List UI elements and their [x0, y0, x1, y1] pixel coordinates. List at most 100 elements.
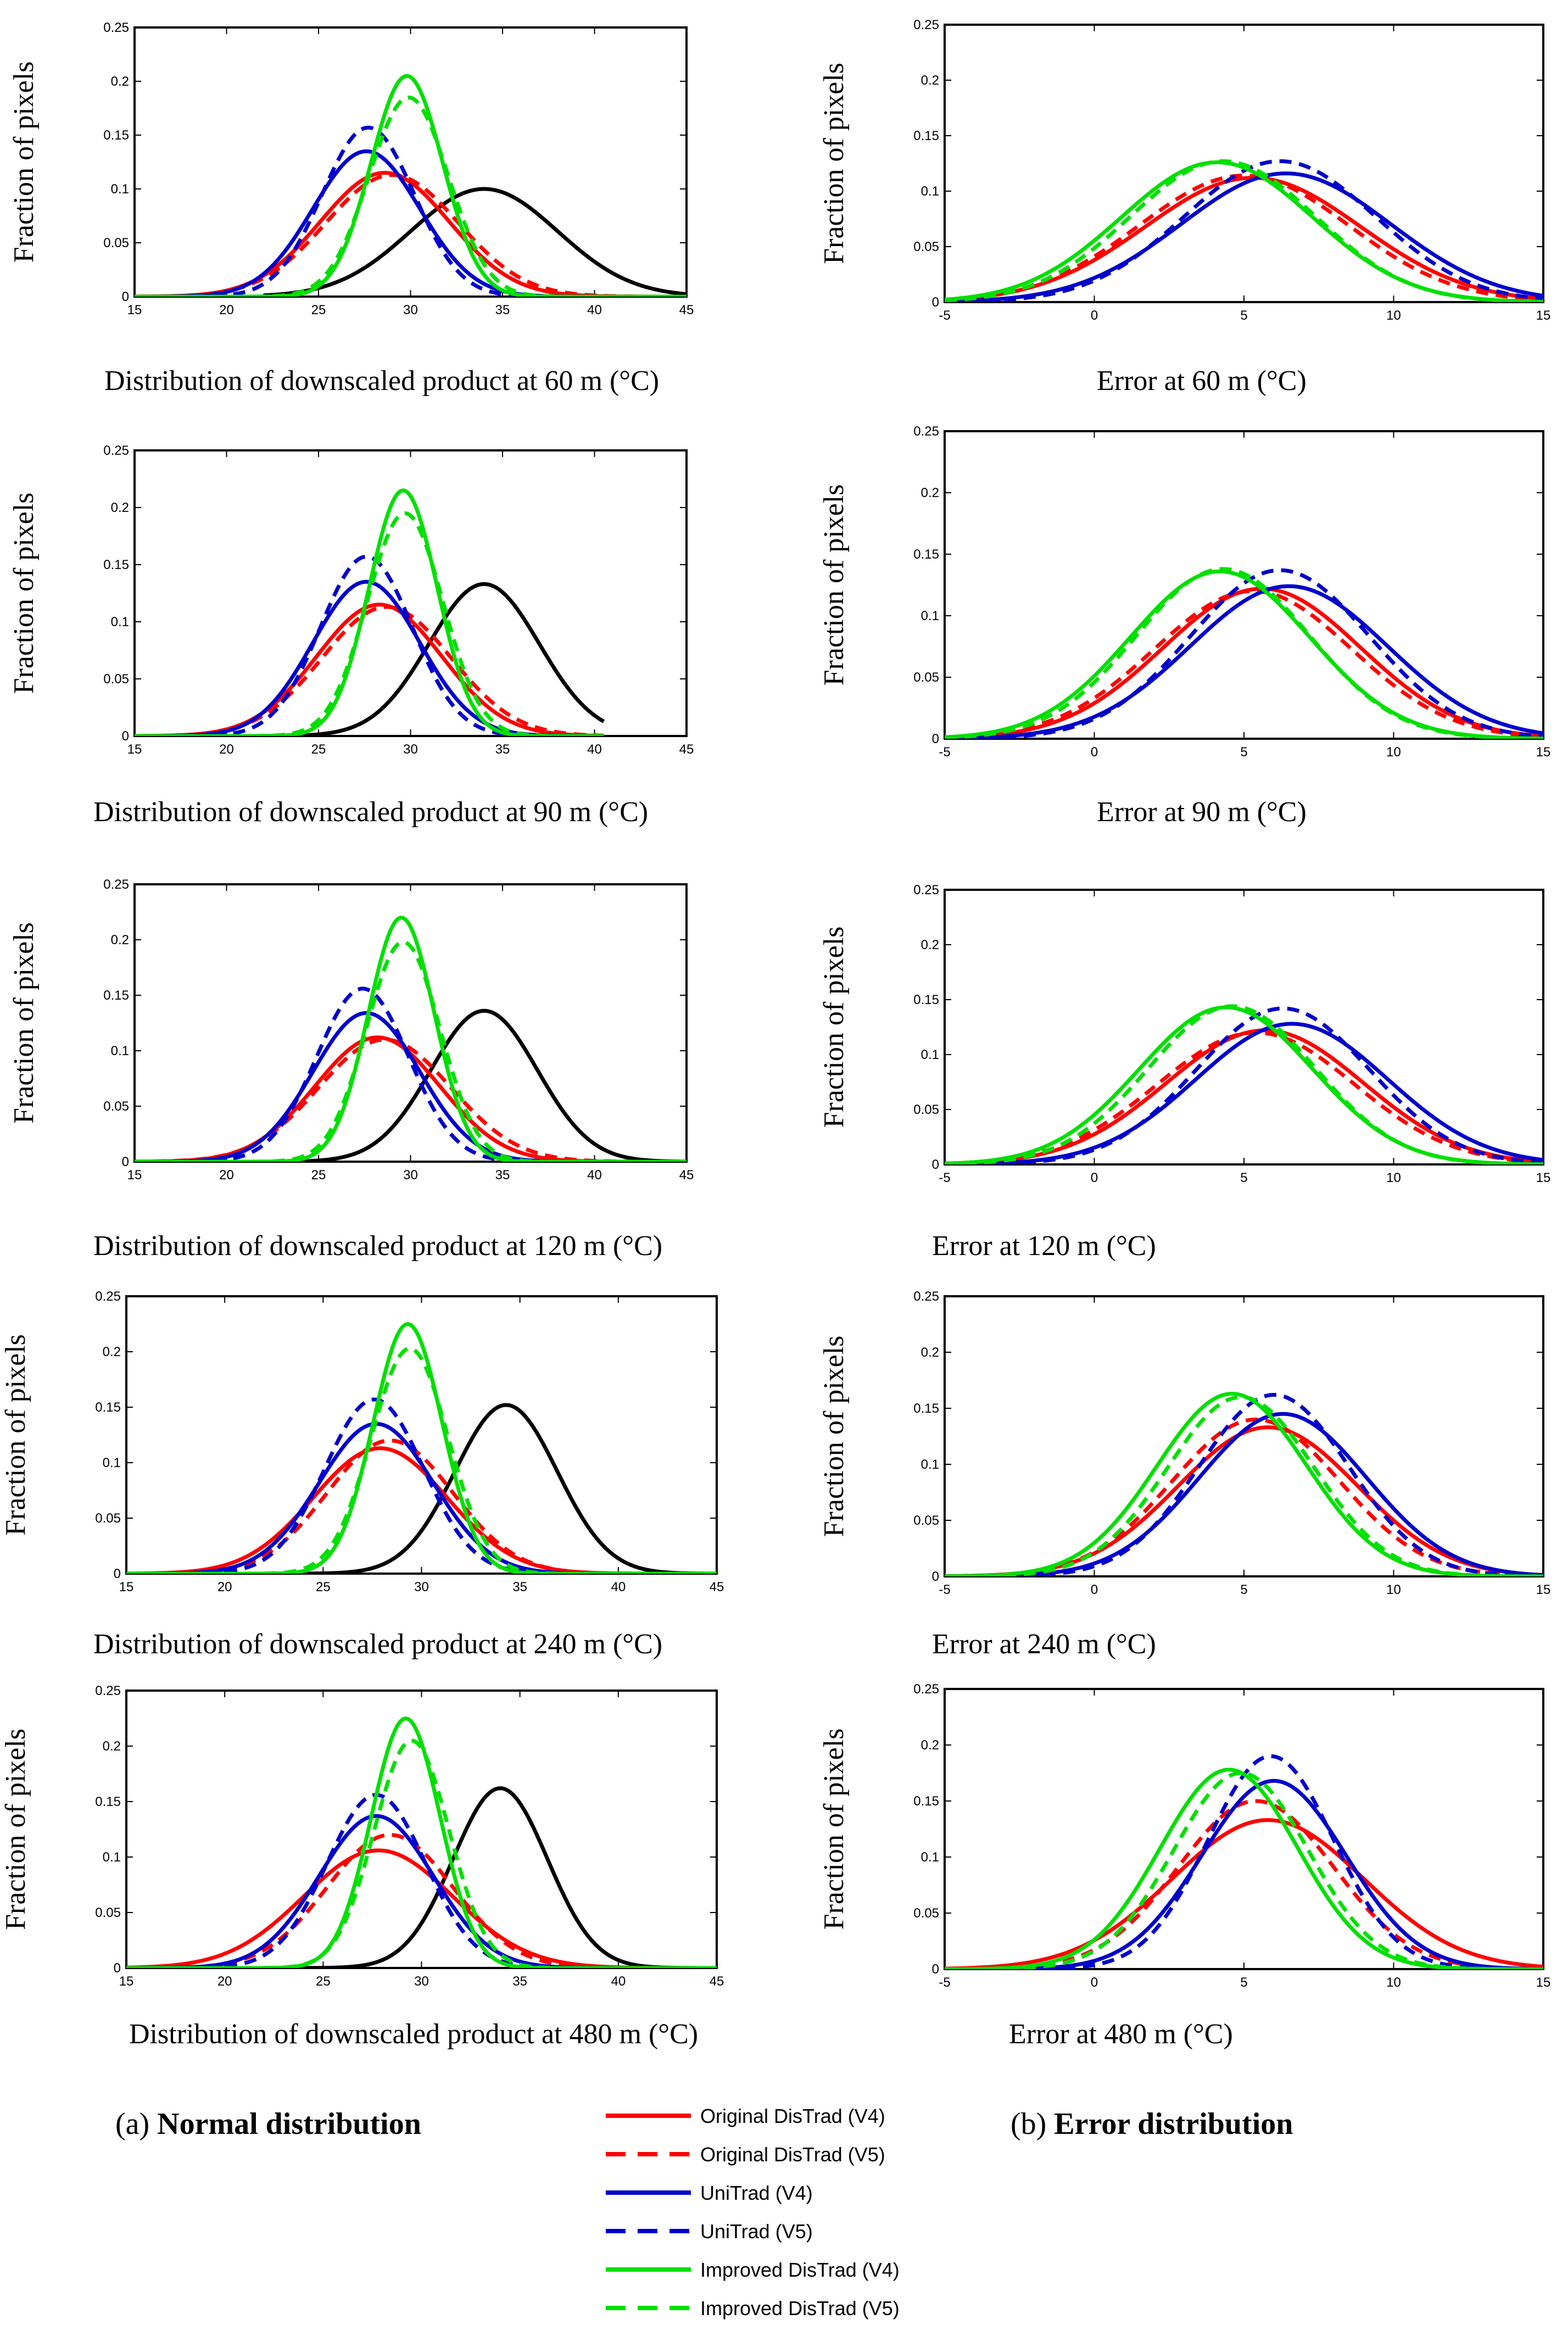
series-line-4 — [945, 159, 1543, 302]
series-line-4 — [135, 1011, 687, 1162]
y-tick-label: 0.25 — [103, 443, 129, 458]
chart-panel-7: 15 20 25 30 35 40 45 0 0.05 0.1 0.15 0.2 0.25 Fractio… — [0, 1289, 724, 1660]
x-axis-label: Error at 240 m (°C) — [932, 1629, 1156, 1660]
x-axis-label: Distribution of downscaled product at 90… — [93, 796, 648, 828]
y-axis-label: Fraction of pixels — [818, 927, 850, 1128]
x-axis-label: Error at 120 m (°C) — [932, 1230, 1156, 1262]
y-tick-label: 0.15 — [913, 129, 939, 143]
y-tick-label: 0.1 — [111, 182, 129, 197]
y-tick-label: 0 — [932, 1157, 939, 1172]
x-tick-label: 25 — [316, 1974, 331, 1989]
legend-label: Improved DisTrad (V4) — [700, 2259, 900, 2281]
x-tick-label: 20 — [217, 1974, 232, 1989]
series-line-1 — [263, 1008, 687, 1162]
x-tick-label: 40 — [587, 742, 602, 757]
x-tick-label: 25 — [311, 1168, 326, 1183]
y-tick-label: 0 — [932, 1569, 939, 1584]
chart-panel-1: 15 20 25 30 35 40 45 0 0.05 0.1 0.15 0.2 0.25 Fractio… — [8, 20, 694, 397]
x-tick-label: 40 — [611, 1580, 626, 1594]
y-axis-label: Fraction of pixels — [818, 484, 850, 686]
y-tick-label: 0.25 — [95, 1289, 121, 1304]
x-tick-label: 35 — [495, 1168, 510, 1183]
caption-right: (b) Error distribution — [1011, 2107, 1293, 2141]
y-tick-label: 0.15 — [95, 1794, 121, 1809]
series-line-6 — [126, 1716, 717, 1968]
x-tick-label: 25 — [311, 742, 326, 757]
y-axis-label: Fraction of pixels — [818, 1336, 850, 1537]
series-line-2 — [945, 589, 1543, 739]
series-line-7 — [126, 1346, 717, 1574]
series-line-3 — [945, 1778, 1543, 1969]
y-axis-label: Fraction of pixels — [8, 922, 40, 1124]
y-tick-label: 0.25 — [103, 877, 129, 892]
x-tick-label: 15 — [119, 1974, 134, 1989]
legend-item-6: Improved DisTrad (V5) — [606, 2297, 900, 2320]
y-tick-label: 0 — [114, 1566, 121, 1581]
series-line-3 — [945, 171, 1543, 302]
y-tick-label: 0 — [122, 729, 129, 744]
series-line-5 — [126, 1397, 717, 1574]
x-tick-label: -5 — [939, 745, 950, 760]
x-tick-label: 35 — [512, 1580, 527, 1594]
y-tick-label: 0.25 — [103, 20, 129, 35]
x-tick-label: 10 — [1386, 1582, 1401, 1597]
y-tick-label: 0.25 — [913, 424, 939, 439]
series-line-3 — [135, 605, 604, 736]
x-tick-label: 40 — [587, 303, 602, 317]
x-tick-label: 0 — [1091, 745, 1098, 760]
x-axis-label: Distribution of downscaled product at 60… — [104, 365, 659, 397]
y-axis-label: Fraction of pixels — [8, 493, 40, 694]
legend-item-5: Improved DisTrad (V4) — [606, 2259, 900, 2281]
y-tick-label: 0.05 — [95, 1511, 121, 1526]
legend-label: UniTrad (V5) — [700, 2220, 813, 2243]
series-line-5 — [126, 1793, 717, 1968]
x-tick-label: 30 — [414, 1974, 429, 1989]
caption-right-text: Error distribution — [1054, 2107, 1293, 2141]
legend-label: Original DisTrad (V4) — [700, 2105, 885, 2127]
series-line-1 — [945, 587, 1543, 739]
x-tick-label: 15 — [119, 1580, 134, 1594]
series-line-4 — [126, 1814, 717, 1968]
plot-frame — [944, 430, 1544, 740]
x-tick-label: 0 — [1091, 1975, 1098, 1990]
series-line-6 — [135, 74, 687, 297]
y-tick-label: 0.25 — [913, 1682, 939, 1697]
x-tick-label: 10 — [1386, 1975, 1401, 1990]
legend-item-3: UniTrad (V4) — [606, 2182, 813, 2204]
x-tick-label: 15 — [1536, 1582, 1551, 1597]
y-tick-label: 0.1 — [103, 1850, 121, 1865]
x-tick-label: 0 — [1091, 1582, 1098, 1597]
y-tick-label: 0 — [122, 289, 129, 304]
series-line-6 — [945, 1771, 1543, 1969]
x-tick-label: 15 — [127, 1168, 142, 1183]
series-line-6 — [135, 916, 687, 1162]
plot-frame — [944, 1688, 1544, 1970]
y-tick-label: 0 — [114, 1961, 121, 1976]
x-tick-label: 30 — [403, 742, 418, 757]
x-tick-label: 20 — [219, 303, 234, 317]
chart-panels: 15 20 25 30 35 40 4500.050.10.150.20.25Fractio… — [0, 18, 1550, 2050]
series-line-4 — [945, 1006, 1543, 1164]
series-line-2 — [126, 1848, 717, 1968]
x-tick-label: 40 — [611, 1974, 626, 1989]
y-tick-label: 0.05 — [913, 670, 939, 685]
x-tick-label: 35 — [512, 1974, 527, 1989]
y-tick-label: 0.1 — [111, 615, 129, 629]
series-line-4 — [945, 1393, 1543, 1576]
series-line-6 — [945, 1004, 1543, 1164]
plot-frame — [944, 889, 1544, 1166]
series-line-5 — [135, 125, 687, 297]
y-tick-label: 0.25 — [913, 1289, 939, 1304]
y-tick-label: 0.05 — [913, 1513, 939, 1528]
y-tick-label: 0 — [932, 732, 939, 746]
x-tick-label: 5 — [1240, 745, 1247, 760]
x-tick-label: -5 — [939, 1170, 950, 1185]
y-tick-label: 0.2 — [103, 1739, 121, 1754]
series-line-5 — [945, 1768, 1543, 1969]
x-tick-label: 5 — [1240, 1170, 1247, 1185]
x-tick-label: 5 — [1240, 308, 1247, 323]
series-line-6 — [945, 1395, 1543, 1576]
series-line-1 — [263, 187, 687, 297]
x-tick-label: 25 — [311, 303, 326, 317]
